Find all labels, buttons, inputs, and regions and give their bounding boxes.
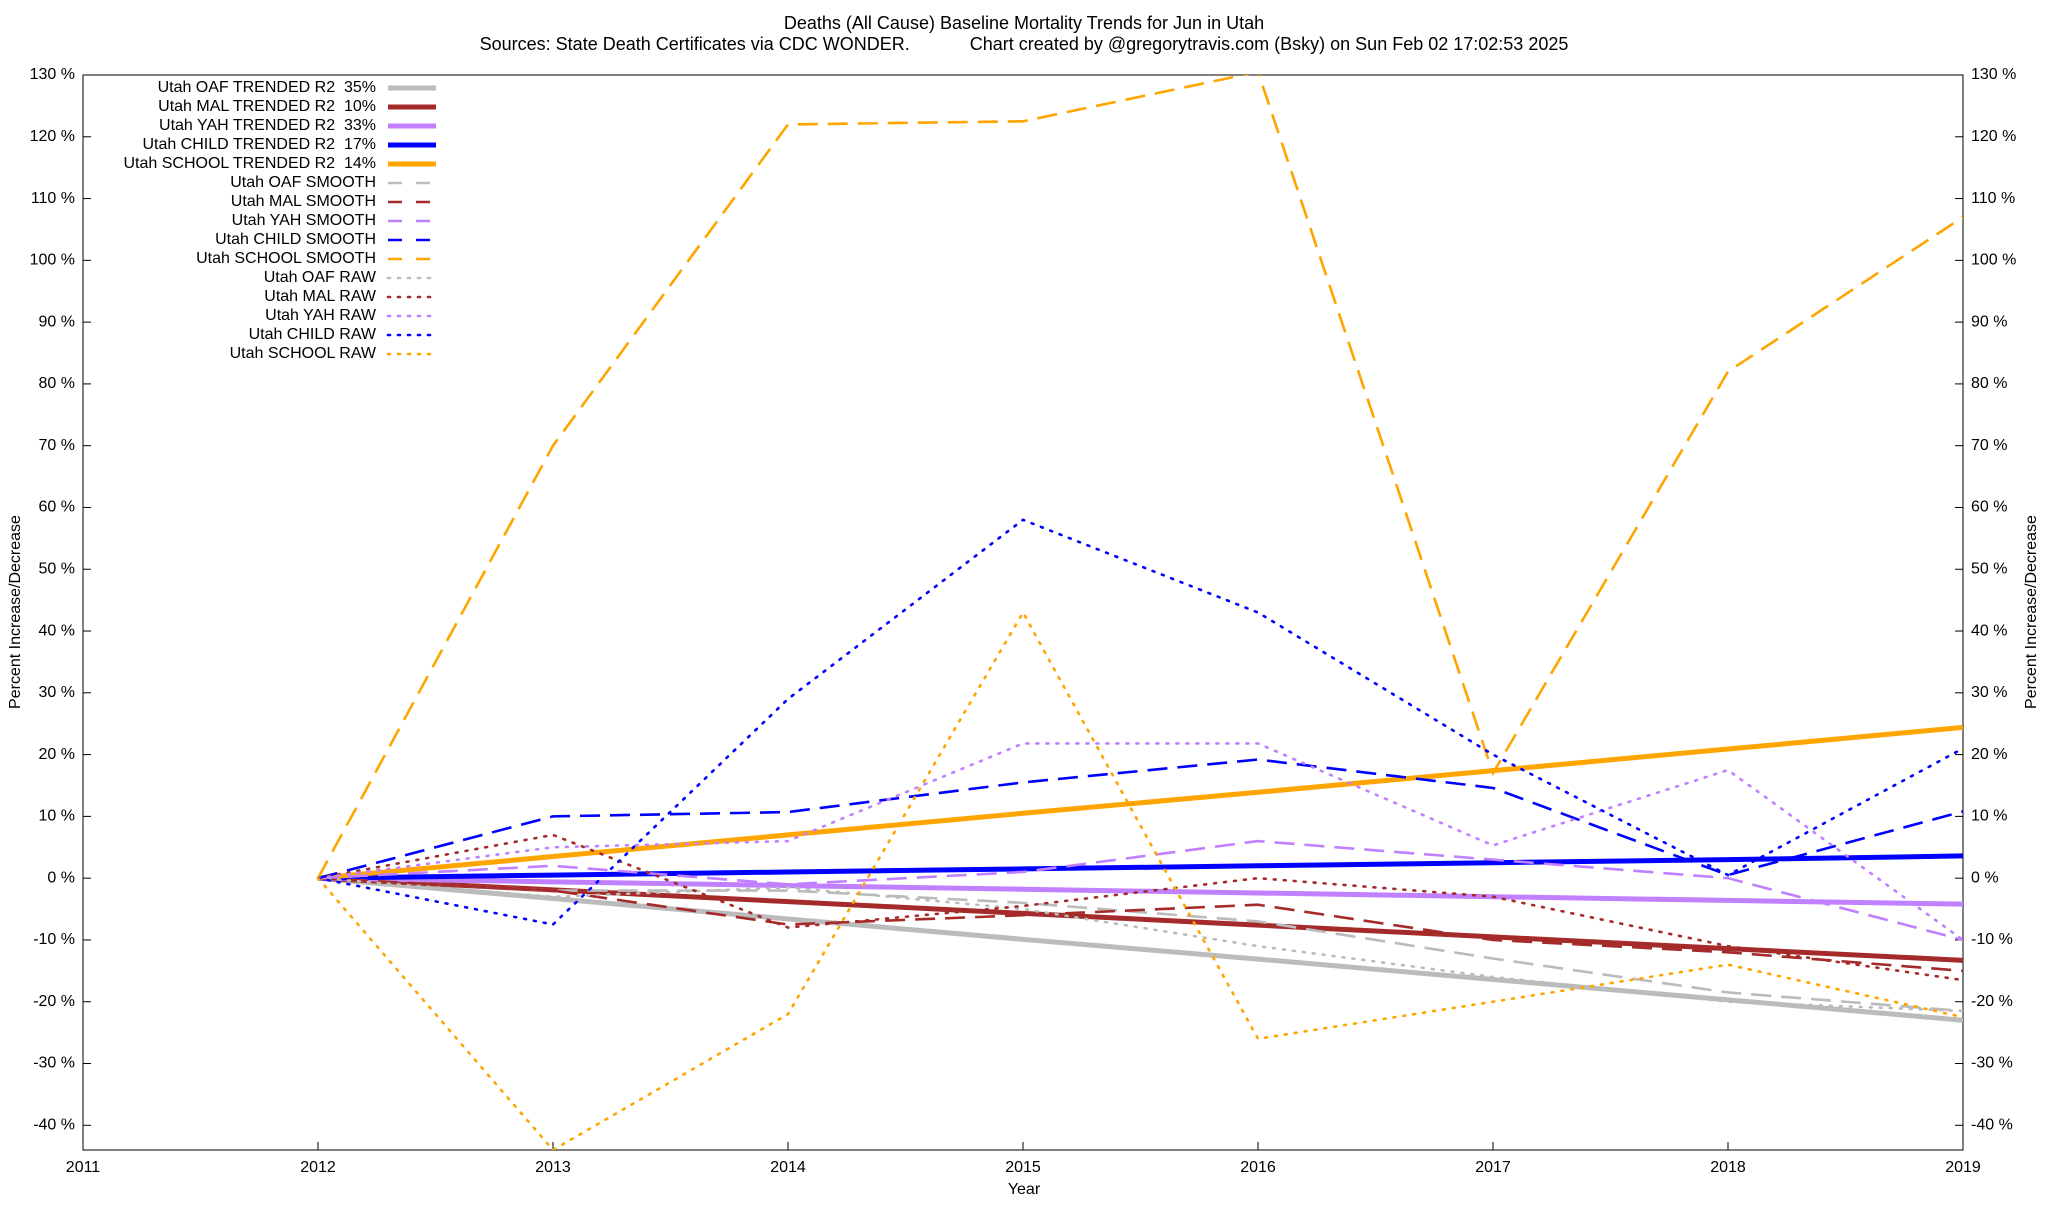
x-tick-label: 2015 <box>1005 1159 1041 1176</box>
y-tick-label: -20 % <box>33 993 75 1010</box>
y-tick-label: 30 % <box>39 684 75 701</box>
y2-tick-label: 20 % <box>1971 746 2007 763</box>
legend-label: Utah CHILD TRENDED R2 17% <box>142 136 376 153</box>
y-tick-label: 90 % <box>39 313 75 330</box>
y-tick-label: 40 % <box>39 622 75 639</box>
series-line <box>317 876 1963 973</box>
x-tick-label: 2012 <box>300 1159 336 1176</box>
y2-tick-label: 100 % <box>1971 252 2016 269</box>
y2-tick-label: -20 % <box>1971 993 2013 1010</box>
y2-tick-label: 40 % <box>1971 622 2007 639</box>
y-axis-label: Percent Increase/Decrease <box>7 515 24 709</box>
y2-tick-label: -40 % <box>1971 1117 2013 1134</box>
series-line <box>316 75 1963 879</box>
x-tick-label: 2018 <box>1710 1159 1746 1176</box>
y2-tick-label: 120 % <box>1971 128 2016 145</box>
legend-label: Utah SCHOOL TRENDED R2 14% <box>123 155 376 172</box>
legend-label: Utah MAL SMOOTH <box>231 193 376 210</box>
y-tick-label: 0 % <box>47 869 75 886</box>
series-line <box>317 758 1963 880</box>
x-tick-label: 2017 <box>1475 1159 1511 1176</box>
legend-label: Utah OAF RAW <box>264 269 377 286</box>
series-line <box>317 875 1963 907</box>
x-tick-label: 2016 <box>1240 1159 1276 1176</box>
legend-label: Utah YAH TRENDED R2 33% <box>159 117 376 134</box>
y2-tick-label: 70 % <box>1971 437 2007 454</box>
y2-tick-label: -10 % <box>1971 931 2013 948</box>
series-line <box>316 609 1963 1150</box>
x-tick-label: 2014 <box>770 1159 806 1176</box>
legend-label: Utah SCHOOL RAW <box>230 345 377 362</box>
y-tick-label: 70 % <box>39 437 75 454</box>
legend-label: Utah CHILD RAW <box>249 326 377 343</box>
series-line <box>316 518 1963 926</box>
legend-label: Utah OAF SMOOTH <box>230 174 376 191</box>
y2-tick-label: 110 % <box>1971 190 2015 207</box>
x-axis-label: Year <box>1008 1181 1041 1198</box>
series-line <box>317 839 1963 942</box>
y2-tick-label: 30 % <box>1971 684 2007 701</box>
legend-label: Utah SCHOOL SMOOTH <box>196 250 376 267</box>
x-tick-label: 2019 <box>1945 1159 1981 1176</box>
y-tick-label: 130 % <box>30 66 75 83</box>
y2-tick-label: 0 % <box>1971 869 1999 886</box>
y-tick-label: 20 % <box>39 746 75 763</box>
legend-label: Utah YAH SMOOTH <box>232 212 376 229</box>
chart-subtitle: Sources: State Death Certificates via CD… <box>480 34 1569 54</box>
y-tick-label: -40 % <box>33 1117 75 1134</box>
plot-area <box>316 75 1963 1150</box>
y-tick-label: -30 % <box>33 1055 75 1072</box>
y2-tick-label: 80 % <box>1971 375 2007 392</box>
y-tick-label: 80 % <box>39 375 75 392</box>
series-line <box>317 875 1963 963</box>
series-line <box>316 876 1963 1013</box>
y-tick-label: 110 % <box>31 190 75 207</box>
y2-tick-label: 10 % <box>1971 808 2007 825</box>
legend-label: Utah YAH RAW <box>265 307 377 324</box>
y2-tick-label: 130 % <box>1971 66 2016 83</box>
y2-tick-label: -30 % <box>1971 1055 2013 1072</box>
y-tick-label: 60 % <box>39 499 75 516</box>
y-tick-label: 10 % <box>39 808 75 825</box>
legend-label: Utah OAF TRENDED R2 35% <box>158 79 376 96</box>
legend-label: Utah MAL TRENDED R2 10% <box>158 98 376 115</box>
chart-title: Deaths (All Cause) Baseline Mortality Tr… <box>784 13 1264 33</box>
y2-tick-label: 60 % <box>1971 499 2007 516</box>
y2-tick-label: 50 % <box>1971 560 2007 577</box>
y2-tick-label: 90 % <box>1971 313 2007 330</box>
series-line <box>317 875 1963 1023</box>
series-line <box>316 833 1963 982</box>
x-tick-label: 2011 <box>66 1159 101 1176</box>
series-line <box>317 724 1963 881</box>
legend-label: Utah CHILD SMOOTH <box>215 231 376 248</box>
y-tick-label: 50 % <box>39 560 75 577</box>
y-tick-label: -10 % <box>33 931 75 948</box>
legend-label: Utah MAL RAW <box>264 288 377 305</box>
series-line <box>317 876 1963 1013</box>
y2-axis-label: Percent Increase/Decrease <box>2023 515 2040 709</box>
y-tick-label: 120 % <box>30 128 75 145</box>
y-tick-label: 100 % <box>30 252 75 269</box>
x-tick-label: 2013 <box>535 1159 571 1176</box>
